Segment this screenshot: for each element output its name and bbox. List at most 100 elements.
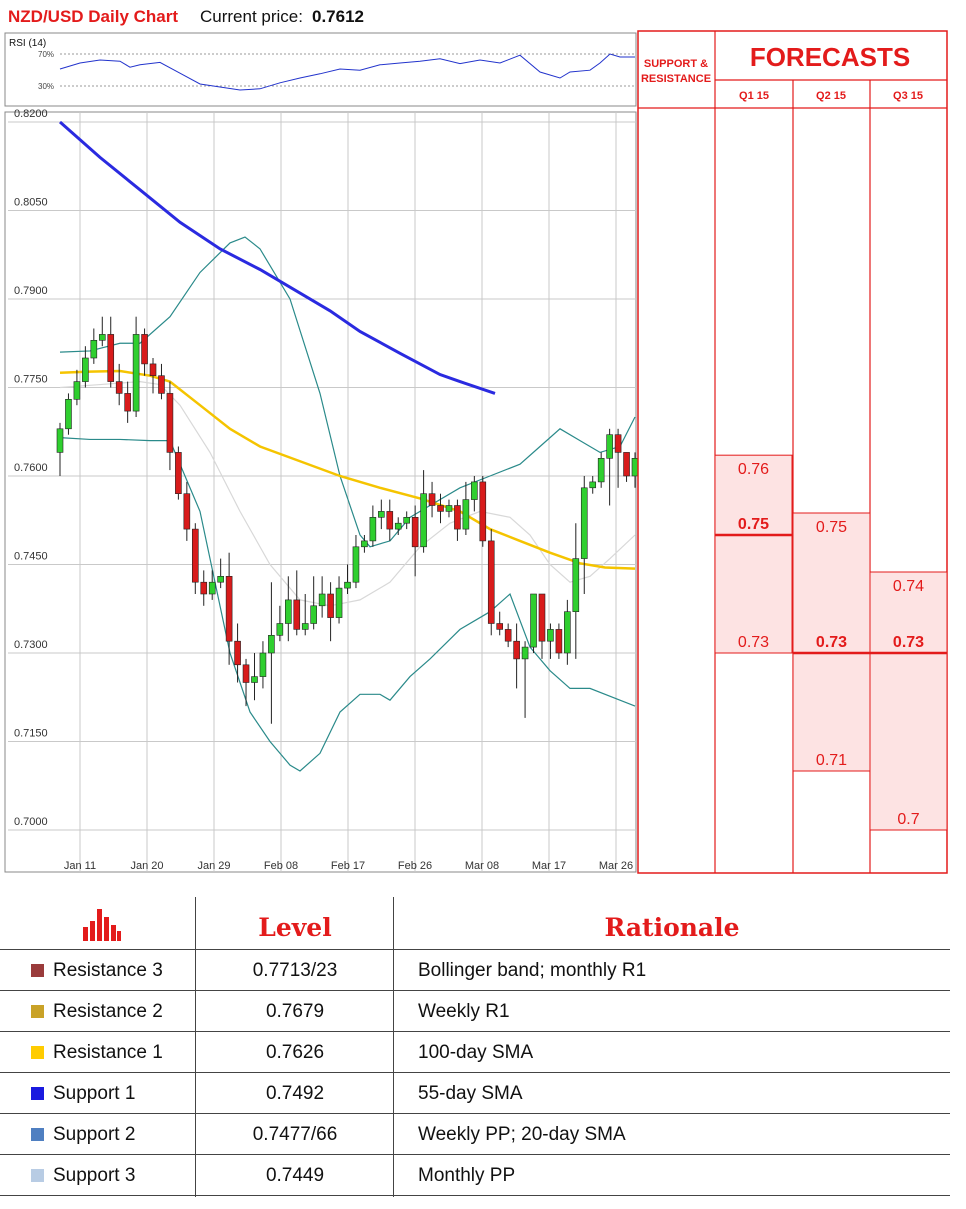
candle-body bbox=[175, 452, 182, 494]
level-rationale: Weekly R1 bbox=[418, 1001, 510, 1022]
candle-body bbox=[82, 357, 89, 382]
candle-body bbox=[361, 540, 368, 548]
candle-body bbox=[538, 593, 546, 642]
candle-body bbox=[208, 581, 216, 595]
level-header: Level bbox=[258, 913, 332, 942]
sr-title-line1: SUPPORT & bbox=[644, 58, 708, 70]
candle-body bbox=[454, 505, 461, 530]
nzdusd-chart: NZD/USD Daily Chart Current price: 0.761… bbox=[4, 7, 948, 874]
candle-body bbox=[90, 339, 98, 359]
candle-body bbox=[403, 516, 410, 524]
level-swatch bbox=[31, 964, 44, 977]
candle-body bbox=[107, 334, 115, 382]
level-rationale: Bollinger band; monthly R1 bbox=[418, 960, 647, 981]
level-label: Support 1 bbox=[53, 1083, 136, 1104]
x-tick-label: Mar 17 bbox=[532, 860, 566, 872]
candle-body bbox=[496, 623, 504, 630]
candle-body bbox=[471, 481, 478, 500]
candle-body bbox=[437, 505, 444, 512]
candle-body bbox=[158, 375, 165, 394]
candle-body bbox=[293, 599, 301, 630]
y-tick-label: 0.7300 bbox=[14, 639, 48, 651]
quarter-q1: Q1 15 bbox=[739, 90, 769, 102]
candle-body bbox=[428, 493, 436, 506]
candle-body bbox=[504, 629, 512, 642]
level-value: 0.7679 bbox=[265, 1001, 325, 1022]
level-swatch bbox=[31, 1046, 44, 1059]
level-value: 0.7492 bbox=[265, 1083, 325, 1104]
candle-body bbox=[411, 516, 419, 548]
candle-body bbox=[183, 493, 191, 530]
candle-body bbox=[589, 481, 597, 489]
candle-body bbox=[149, 363, 157, 376]
forecast-mid: 0.75 bbox=[738, 516, 769, 533]
candle-body bbox=[251, 676, 258, 683]
candle-body bbox=[606, 434, 613, 459]
level-label: Support 3 bbox=[53, 1165, 136, 1186]
rationale-header: Rationale bbox=[604, 913, 740, 942]
candle-body bbox=[225, 575, 233, 642]
level-rationale: Monthly PP bbox=[418, 1165, 516, 1186]
candle-body bbox=[352, 546, 360, 583]
candle-body bbox=[521, 646, 529, 660]
x-tick-label: Jan 29 bbox=[197, 860, 230, 872]
chart-title: NZD/USD Daily Chart bbox=[8, 7, 178, 26]
rsi-70-label: 70% bbox=[38, 50, 54, 59]
candle-body bbox=[479, 481, 487, 542]
candle-body bbox=[564, 611, 571, 654]
forecast-ranges: 0.76 0.75 0.73 0.75 0.73 0.71 0.74 0.73 0.7 bbox=[714, 454, 948, 831]
candle-body bbox=[191, 528, 199, 583]
candle-body bbox=[98, 334, 106, 341]
candle-body bbox=[310, 605, 317, 624]
candle-body bbox=[276, 623, 284, 636]
sma200-line bbox=[59, 120, 496, 395]
x-tick-label: Mar 26 bbox=[599, 860, 633, 872]
candle-body bbox=[301, 623, 309, 630]
forecasts-title: FORECASTS bbox=[750, 42, 910, 72]
candle-body bbox=[420, 493, 427, 548]
y-tick-label: 0.7900 bbox=[14, 285, 48, 297]
current-price-value: 0.7612 bbox=[312, 7, 364, 26]
candle-body bbox=[268, 634, 275, 654]
x-tick-label: Feb 17 bbox=[331, 860, 365, 872]
quarter-q2: Q2 15 bbox=[816, 90, 846, 102]
level-label: Resistance 2 bbox=[53, 1001, 163, 1022]
level-swatch bbox=[31, 1087, 44, 1100]
forecast-high: 0.75 bbox=[816, 519, 847, 536]
rsi-panel bbox=[4, 32, 637, 107]
candle-body bbox=[614, 434, 622, 453]
quarter-q3: Q3 15 bbox=[893, 90, 923, 102]
candle-body bbox=[513, 640, 520, 660]
candle-body bbox=[285, 599, 292, 624]
candle-body bbox=[445, 505, 453, 512]
y-tick-label: 0.8050 bbox=[14, 197, 48, 209]
level-row: Resistance 2 0.7679 Weekly R1 bbox=[0, 991, 950, 1032]
candle-body bbox=[386, 511, 394, 530]
x-tick-label: Feb 26 bbox=[398, 860, 432, 872]
candle-body bbox=[597, 457, 605, 483]
rsi-line bbox=[59, 53, 635, 91]
plot-grid: 0.8200 0.8050 0.7900 0.7750 0.7600 0.7450 0.73… bbox=[8, 108, 636, 872]
level-swatch bbox=[31, 1169, 44, 1182]
level-rationale: 100-day SMA bbox=[418, 1042, 534, 1063]
forecast-mid: 0.73 bbox=[816, 634, 847, 651]
candle-body bbox=[572, 558, 580, 612]
candle-body bbox=[327, 593, 334, 618]
candle-body bbox=[394, 522, 402, 530]
y-tick-label: 0.8200 bbox=[14, 108, 48, 120]
candle-body bbox=[141, 334, 148, 365]
candle-body bbox=[65, 398, 72, 430]
level-label: Resistance 1 bbox=[53, 1042, 163, 1063]
candle-body bbox=[378, 511, 385, 518]
level-value: 0.7477/66 bbox=[252, 1124, 338, 1145]
level-row: Support 1 0.7492 55-day SMA bbox=[0, 1073, 950, 1114]
rsi-30-label: 30% bbox=[38, 82, 54, 91]
candle-body bbox=[623, 452, 630, 477]
level-rationale: 55-day SMA bbox=[418, 1083, 523, 1104]
forecast-low: 0.73 bbox=[738, 634, 769, 651]
candle-body bbox=[132, 334, 140, 412]
level-row: Support 3 0.7449 Monthly PP bbox=[0, 1155, 950, 1196]
level-label: Resistance 3 bbox=[53, 960, 163, 981]
forecast-high: 0.76 bbox=[738, 461, 769, 478]
forecast-range-box bbox=[792, 512, 871, 772]
